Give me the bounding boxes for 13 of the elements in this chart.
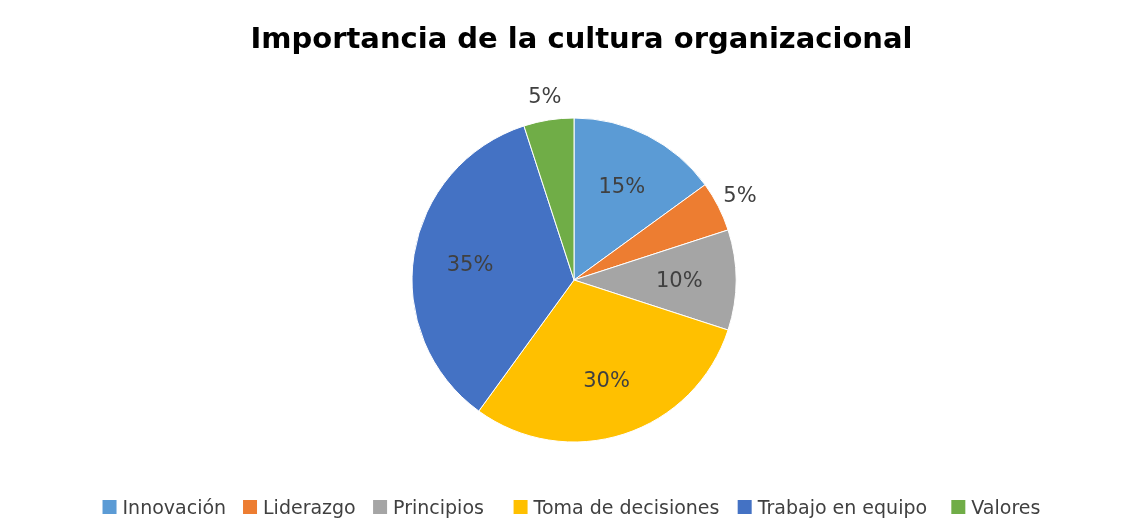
data-label: 15% [598,174,646,199]
legend-label: Trabajo en equipo [756,496,928,518]
data-label: 35% [446,251,494,276]
data-label: 5% [528,83,562,108]
data-label: 5% [723,183,757,208]
legend-label: Innovación [122,496,227,518]
chart-title: Importancia de la cultura organizacional [250,21,913,55]
legend-label: Liderazgo [263,496,356,518]
legend-label: Principios [393,496,484,518]
data-label: 10% [655,268,703,292]
legend-label: Toma de decisiones [532,496,720,518]
legend-label: Valores [971,496,1041,518]
data-label: 30% [583,368,630,393]
